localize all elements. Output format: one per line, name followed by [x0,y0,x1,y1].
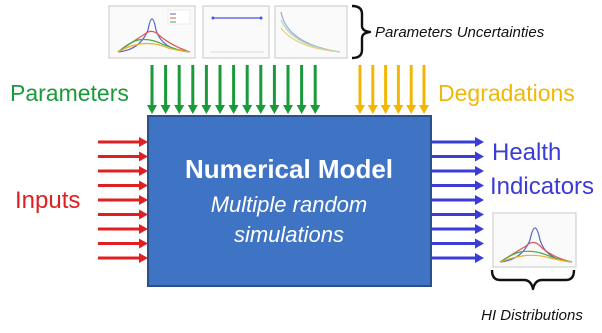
parameter-arrow [255,65,266,114]
degradation-arrow [406,65,417,114]
hi-distributions-label: HI Distributions [481,307,583,324]
parameters-label: Parameters [10,80,129,106]
parameter-arrow [269,65,280,114]
degradations-label: Degradations [438,80,575,106]
output-arrow [431,253,484,263]
parameter-arrow [228,65,239,114]
model-title: Numerical Model [185,154,393,184]
output-arrow [431,180,484,191]
degradation-arrow [380,65,391,114]
input-arrows [98,137,148,263]
parameter-arrow [201,65,212,114]
input-arrow [98,209,148,220]
input-arrow [98,224,148,234]
hi-distribution-plot [492,212,577,268]
output-arrow [431,238,484,249]
parameter-arrow [296,65,307,114]
health-label-line2: Indicators [490,173,594,200]
parameter-arrow [310,65,321,114]
uncertainty-plots [108,5,348,59]
model-subtitle-line2: simulations [234,222,344,247]
input-arrow [98,151,148,162]
degradation-arrow [367,65,378,114]
uniform-distribution-plot [202,5,270,59]
numerical-model-box [147,115,432,287]
input-arrow [98,253,148,263]
parameter-arrow [174,65,185,114]
parameter-arrow [187,65,198,114]
health-label-line1: Health [492,139,561,166]
uncertainties-label: Parameters Uncertainties [375,24,545,41]
degradation-arrow [355,65,365,114]
gaussian-distribution-plot [108,5,196,59]
degradation-arrows [355,65,429,114]
output-arrow [431,151,484,162]
degradation-arrow [419,65,429,114]
degradation-arrow [393,65,404,114]
parameter-arrow [160,65,171,114]
exponential-distribution-plot [274,5,348,59]
hi-distributions-brace [490,269,576,291]
input-arrow [98,238,148,249]
parameter-arrow [283,65,293,114]
output-arrow [431,166,484,176]
model-subtitle-line1: Multiple random [211,192,368,217]
output-arrow [431,137,484,147]
input-arrow [98,137,148,147]
output-arrow [431,224,484,234]
parameter-arrow [242,65,253,114]
inputs-label: Inputs [15,187,80,214]
parameter-arrow [147,65,157,114]
output-arrow [431,195,484,205]
input-arrow [98,166,148,176]
parameter-arrows [147,65,321,114]
uncertainties-brace [351,4,372,60]
input-arrow [98,195,148,205]
output-arrows [431,137,484,263]
parameter-arrow [215,65,225,114]
input-arrow [98,180,148,191]
output-arrow [431,209,484,220]
